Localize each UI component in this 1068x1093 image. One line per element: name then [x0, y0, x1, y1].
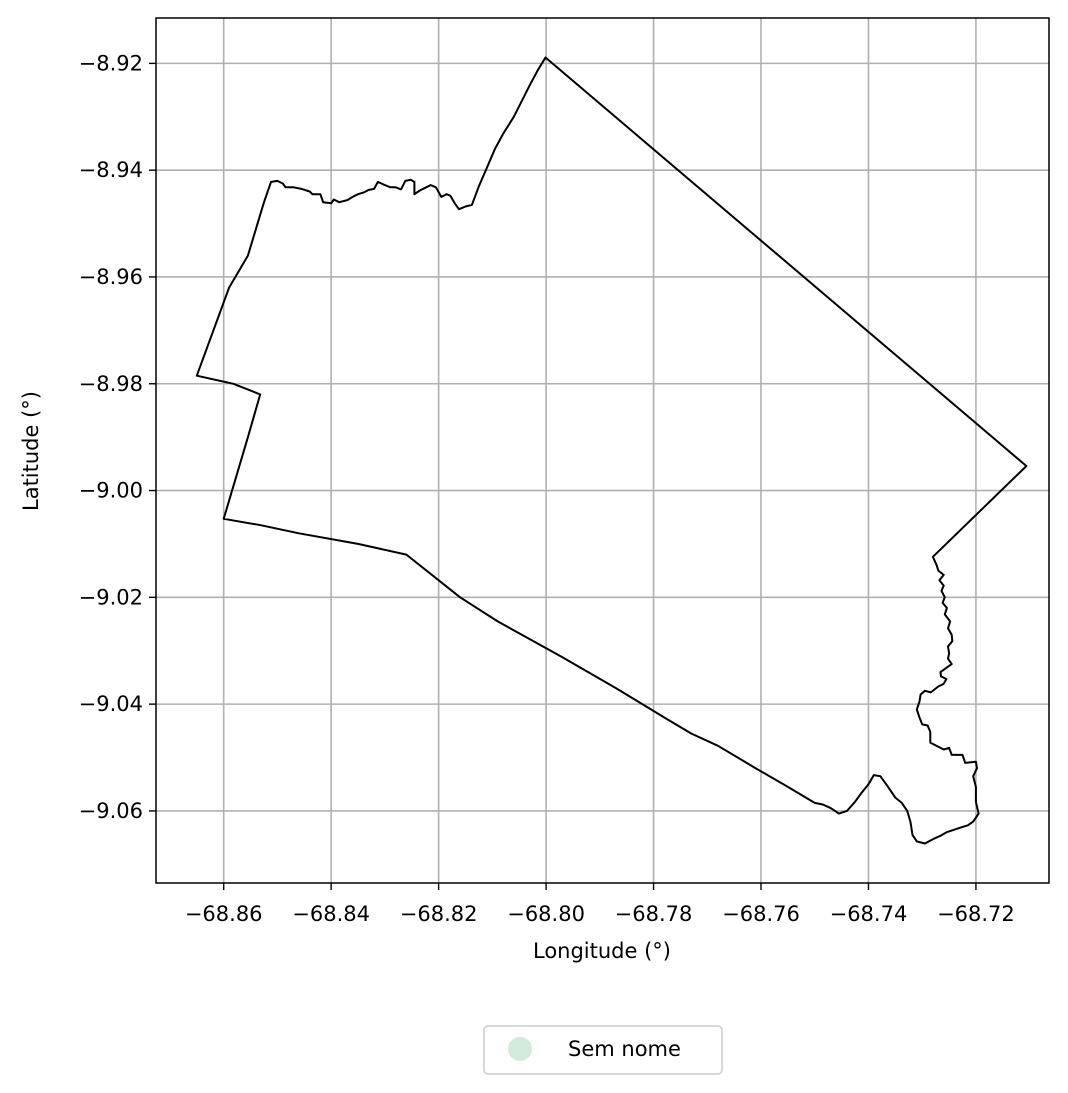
- y-tick-label: −9.02: [79, 585, 143, 609]
- legend-marker: [508, 1037, 532, 1061]
- x-tick-label: −68.72: [937, 902, 1015, 926]
- y-axis-label: Latitude (°): [19, 391, 43, 511]
- x-tick-label: −68.74: [830, 902, 908, 926]
- legend: Sem nome: [483, 1025, 723, 1075]
- x-tick-label: −68.76: [722, 902, 800, 926]
- y-tick-label: −9.06: [79, 799, 143, 823]
- grid-lines: [156, 18, 1049, 883]
- legend-box: [483, 1025, 723, 1075]
- y-tick-label: −9.04: [79, 692, 143, 716]
- y-tick-label: −8.92: [79, 51, 143, 75]
- x-tick-label: −68.80: [507, 902, 585, 926]
- x-axis-label: Longitude (°): [533, 939, 671, 963]
- y-tick-label: −8.94: [79, 158, 143, 182]
- x-tick-label: −68.86: [185, 902, 263, 926]
- y-axis-ticks: −8.92 −8.94 −8.96 −8.98 −9.00 −9.02 −9.04 −9.06: [79, 51, 156, 823]
- y-tick-label: −8.96: [79, 265, 143, 289]
- y-tick-label: −9.00: [79, 479, 143, 503]
- y-tick-label: −8.98: [79, 372, 143, 396]
- x-axis-ticks: −68.86 −68.84 −68.82 −68.80 −68.78 −68.76 −68.…: [185, 883, 1015, 926]
- legend-label: Sem nome: [568, 1037, 681, 1061]
- x-tick-label: −68.84: [292, 902, 370, 926]
- plot-frame: [155, 17, 1050, 884]
- x-tick-label: −68.82: [400, 902, 478, 926]
- municipality-boundary: [195, 56, 1028, 845]
- x-tick-label: −68.78: [615, 902, 693, 926]
